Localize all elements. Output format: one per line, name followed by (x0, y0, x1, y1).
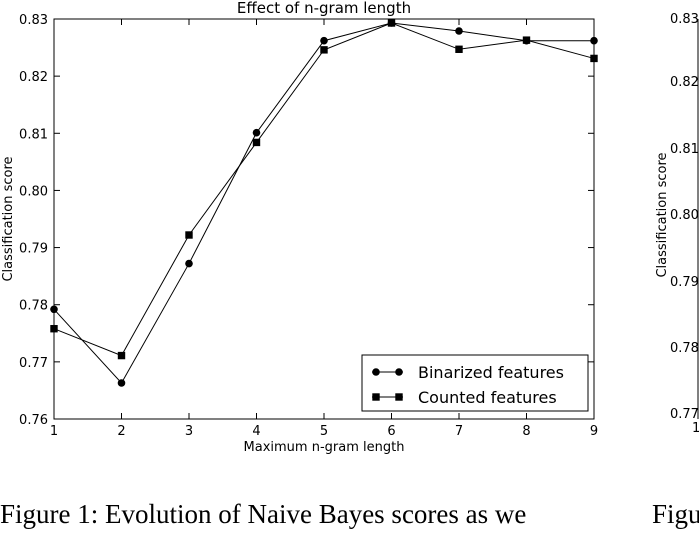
series-1-point (455, 27, 463, 35)
legend-square-marker (395, 393, 403, 401)
y-tick-label: 0.81 (19, 127, 48, 142)
x-tick-label: 6 (387, 424, 395, 439)
right-ytick-label: 0.80 (670, 208, 699, 223)
legend: Binarized features Counted features (361, 354, 589, 412)
y-tick-label: 0.78 (19, 299, 48, 314)
x-tick-label: 5 (320, 424, 328, 439)
right-ytick-label: 0.81 (670, 142, 699, 157)
legend-circle-marker (395, 368, 403, 376)
right-ytick-label: 0.78 (670, 341, 699, 356)
series-2-point (185, 231, 193, 239)
x-tick-label: 1 (50, 424, 58, 439)
series-line-2 (53, 22, 595, 357)
figure-caption-cropped: Figu (652, 499, 699, 529)
series-2-point (320, 46, 328, 54)
right-ytick-label: 0.83 (670, 12, 699, 27)
series-layer (50, 19, 598, 387)
x-tick-label: 2 (117, 424, 125, 439)
series-2-point (252, 138, 261, 147)
x-tick-label: 4 (252, 424, 260, 439)
legend-square-marker (372, 393, 380, 401)
series-1-point (252, 128, 261, 137)
series-2-point (522, 36, 531, 44)
x-tick-label: 7 (455, 424, 463, 439)
legend-entry-counted: Counted features (372, 388, 557, 407)
legend-entry-binarized: Binarized features (372, 363, 564, 382)
chart-title: Effect of n-gram length (237, 0, 411, 17)
right-xtick-label: 1 (692, 421, 699, 436)
right-ytick-label: 0.77 (670, 407, 699, 422)
x-axis-label: Maximum n-gram length (244, 440, 405, 455)
legend-circle-marker (372, 368, 380, 376)
series-1-point (117, 379, 126, 387)
series-2-point (117, 351, 126, 360)
x-tick-label: 9 (590, 424, 598, 439)
series-2-point (387, 19, 396, 27)
legend-label: Counted features (418, 388, 557, 407)
series-2-point (455, 45, 463, 53)
x-tick-label: 3 (185, 424, 193, 439)
right-ytick-label: 0.82 (670, 75, 699, 90)
y-tick-label: 0.76 (19, 413, 48, 428)
y-tick-label: 0.77 (19, 356, 48, 371)
y-tick-label: 0.79 (19, 242, 48, 257)
plot-frame (53, 18, 595, 420)
series-line-1 (53, 22, 594, 384)
y-axis-ticks: 0.76 0.77 0.78 0.79 0.80 0.81 0.82 0.83 (19, 13, 594, 428)
right-y-axis-label: Classification score (655, 152, 670, 277)
y-axis-label: Classification score (1, 156, 16, 281)
x-axis-ticks: 1 2 3 4 5 6 7 8 9 (50, 19, 598, 439)
y-tick-label: 0.80 (19, 184, 48, 199)
figure-caption: Figure 1: Evolution of Naive Bayes score… (0, 499, 526, 529)
x-tick-label: 8 (522, 424, 530, 439)
series-1-point (185, 259, 193, 268)
y-tick-label: 0.83 (19, 13, 48, 28)
y-tick-label: 0.82 (19, 70, 48, 85)
right-ytick-label: 0.79 (670, 275, 699, 290)
ngram-line-chart: Effect of n-gram length 0.76 0.77 0.78 0.79… (1, 0, 598, 455)
legend-frame (361, 354, 589, 412)
series-1-point (320, 36, 328, 45)
legend-label: Binarized features (418, 363, 564, 382)
cropped-second-chart: 0.83 0.82 0.81 0.80 0.79 0.78 0.77 1 Cla… (655, 12, 699, 436)
